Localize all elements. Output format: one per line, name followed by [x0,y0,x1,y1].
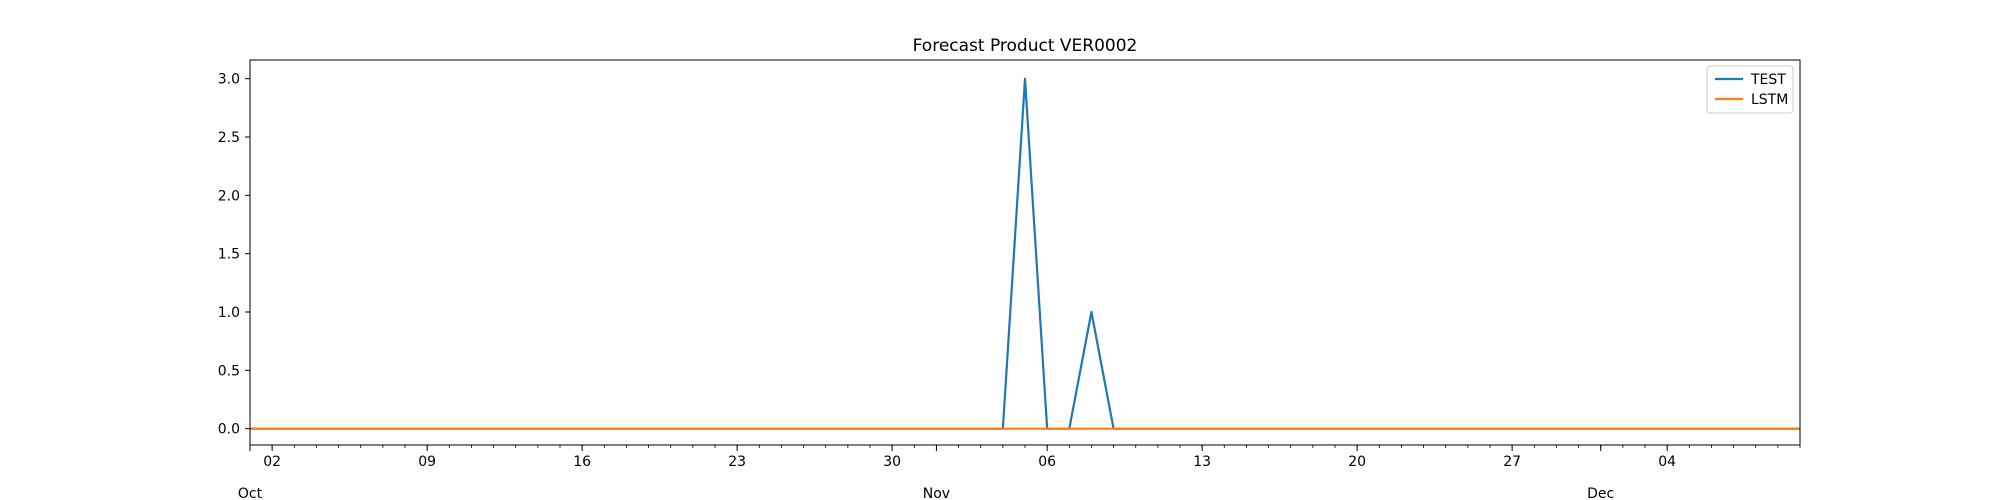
x-month-label: Oct [238,486,263,500]
y-tick-label: 2.5 [218,130,240,146]
x-tick-label: 27 [1503,454,1521,470]
y-tick-label: 1.0 [218,305,240,321]
x-axis: 02 09 16 23 30 06 13 20 27 04 Oct Nov Dec [238,445,1801,500]
chart-title: Forecast Product VER0002 [913,36,1138,56]
x-tick-label: 13 [1193,454,1211,470]
y-tick-label: 0.0 [218,422,240,438]
y-tick-label: 1.5 [218,247,240,263]
legend-box [1706,65,1794,114]
y-axis: 0.0 0.5 1.0 1.5 2.0 2.5 3.0 [218,72,250,438]
x-tick-label: 02 [263,454,281,470]
x-tick-label: 20 [1348,454,1366,470]
plot-frame [249,59,1801,446]
x-month-label: Dec [1587,486,1614,500]
legend-label: LSTM [1751,92,1788,108]
y-tick-label: 2.0 [218,188,240,204]
series-line-test [250,77,1800,430]
x-tick-label: 09 [418,454,436,470]
x-tick-label: 16 [573,454,591,470]
legend: TEST LSTM [1706,65,1794,114]
y-tick-label: 3.0 [218,72,240,88]
x-month-label: Nov [923,486,950,500]
legend-label: TEST [1750,72,1786,88]
x-tick-label: 23 [728,454,746,470]
x-tick-label: 06 [1038,454,1056,470]
y-tick-label: 0.5 [218,363,240,379]
x-tick-label: 30 [883,454,901,470]
series-layer [250,77,1800,430]
x-tick-label: 04 [1658,454,1676,470]
